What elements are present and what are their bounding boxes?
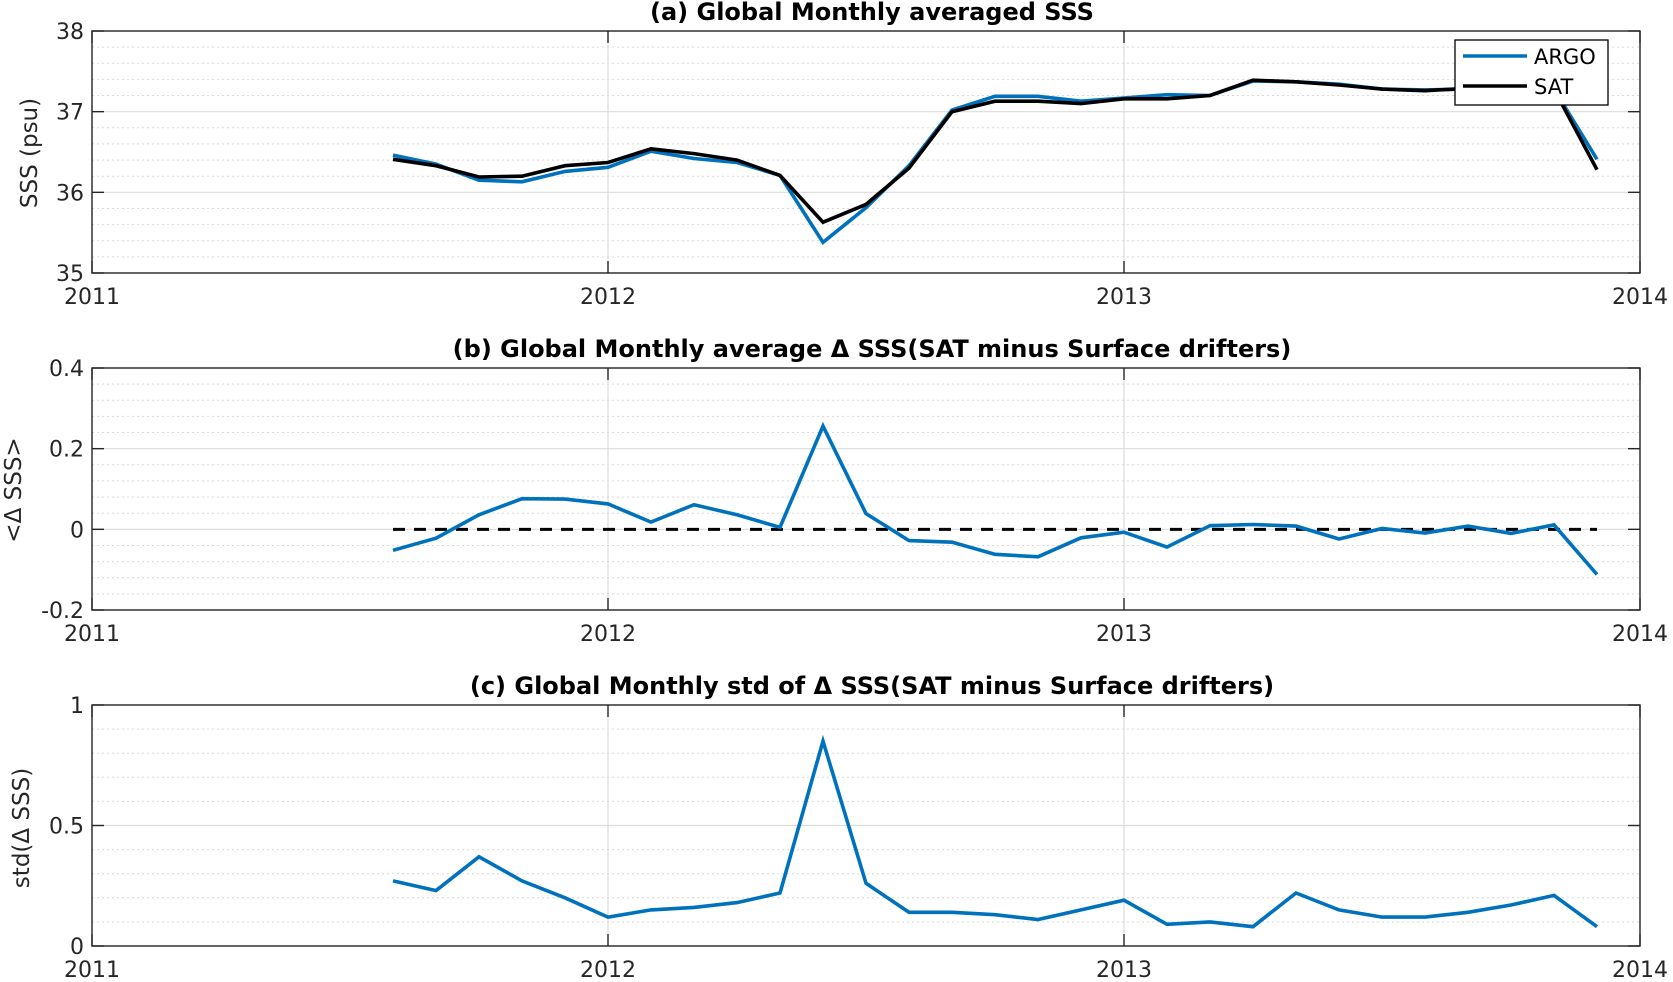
- x-tick-label: 2014: [1612, 958, 1668, 982]
- panel-b-axes: 2011 2012 2013 2014 -0.2 0 0.2 0.4: [41, 357, 1668, 647]
- y-tick-label: 0.5: [49, 815, 84, 840]
- y-tick-label: 0: [70, 518, 84, 543]
- x-tick-label: 2012: [580, 285, 636, 310]
- y-tick-label: 0.2: [49, 438, 84, 463]
- series-line-0: [392, 734, 1599, 929]
- y-tick-label: 0: [70, 935, 84, 960]
- x-tick-label: 2011: [64, 622, 120, 647]
- x-tick-label: 2014: [1612, 285, 1668, 310]
- x-tick-label: 2013: [1096, 958, 1152, 982]
- y-tick-label: 37: [56, 101, 84, 126]
- plot-area: [92, 368, 1640, 610]
- y-tick-label: 36: [56, 181, 84, 206]
- panel-a-title: (a) Global Monthly averaged SSS: [650, 0, 1094, 26]
- x-tick-label: 2011: [64, 958, 120, 982]
- panel-a-axes: 2011 2012 2013 2014 35 36 37 38: [56, 20, 1668, 310]
- legend-sat-label: SAT: [1534, 75, 1573, 99]
- legend: ARGO SAT: [1454, 39, 1609, 106]
- y-tick-label: 0.4: [49, 357, 84, 382]
- x-tick-label: 2012: [580, 958, 636, 982]
- panel-b: (b) Global Monthly average Δ SSS(SAT min…: [1, 335, 1668, 647]
- series-line-sat: [392, 78, 1599, 225]
- panel-b-title: (b) Global Monthly average Δ SSS(SAT min…: [453, 335, 1292, 363]
- plot-area: [92, 31, 1640, 273]
- series-line-0: [392, 421, 1599, 576]
- panel-c-ylabel: std(Δ SSS): [9, 768, 35, 888]
- x-tick-label: 2013: [1096, 285, 1152, 310]
- axes-frame: [91, 30, 1641, 274]
- panel-c-axes: 2011 2012 2013 2014 0 0.5 1: [49, 694, 1668, 982]
- legend-argo-label: ARGO: [1534, 45, 1596, 69]
- x-tick-label: 2013: [1096, 622, 1152, 647]
- y-tick-label: 1: [70, 694, 84, 719]
- axes-frame: [91, 367, 1641, 611]
- panel-b-ylabel: <Δ SSS>: [1, 437, 27, 542]
- panel-a-ylabel: SSS (psu): [17, 98, 43, 208]
- y-tick-label: 35: [56, 262, 84, 287]
- panel-c: (c) Global Monthly std of Δ SSS(SAT minu…: [9, 672, 1668, 982]
- panel-a: (a) Global Monthly averaged SSS SSS (psu…: [17, 0, 1668, 310]
- x-tick-label: 2012: [580, 622, 636, 647]
- x-tick-label: 2014: [1612, 622, 1668, 647]
- panel-c-title: (c) Global Monthly std of Δ SSS(SAT minu…: [470, 672, 1274, 700]
- legend-box: [1454, 39, 1609, 106]
- x-tick-label: 2011: [64, 285, 120, 310]
- y-tick-label: 38: [56, 20, 84, 45]
- y-tick-label: -0.2: [41, 599, 84, 624]
